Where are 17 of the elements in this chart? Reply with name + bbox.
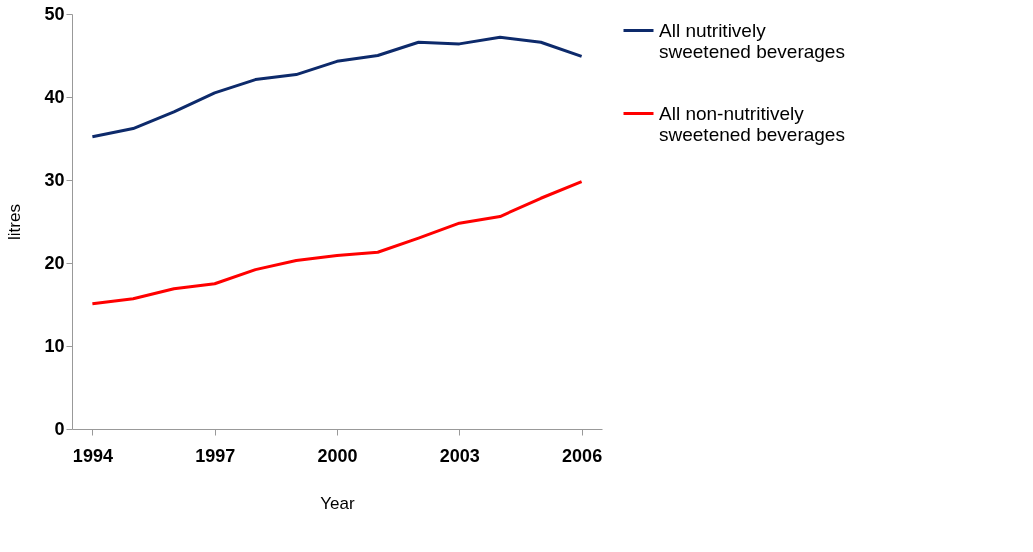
x-tick-label: 1997: [195, 445, 236, 466]
legend-label: All nutritively sweetened beverages: [659, 19, 845, 62]
x-tick-label: 2000: [317, 445, 358, 466]
y-tick-label: 0: [54, 418, 65, 439]
y-tick-label: 10: [44, 335, 65, 356]
y-tick-label: 50: [44, 3, 65, 24]
y-tick-label: 40: [44, 86, 65, 107]
x-tick-label: 1994: [72, 445, 113, 466]
y-tick-label: 20: [44, 252, 65, 273]
x-tick-label: 2003: [439, 445, 480, 466]
x-tick-label: 2006: [562, 445, 603, 466]
line-series: [90, 35, 584, 139]
y-tick-label: 30: [44, 169, 65, 190]
legend-label: All non-nutritively sweetened beverages: [659, 102, 845, 145]
x-axis-title: Year: [320, 493, 356, 513]
line-series: [90, 180, 584, 306]
y-axis-title: litres: [5, 204, 25, 240]
